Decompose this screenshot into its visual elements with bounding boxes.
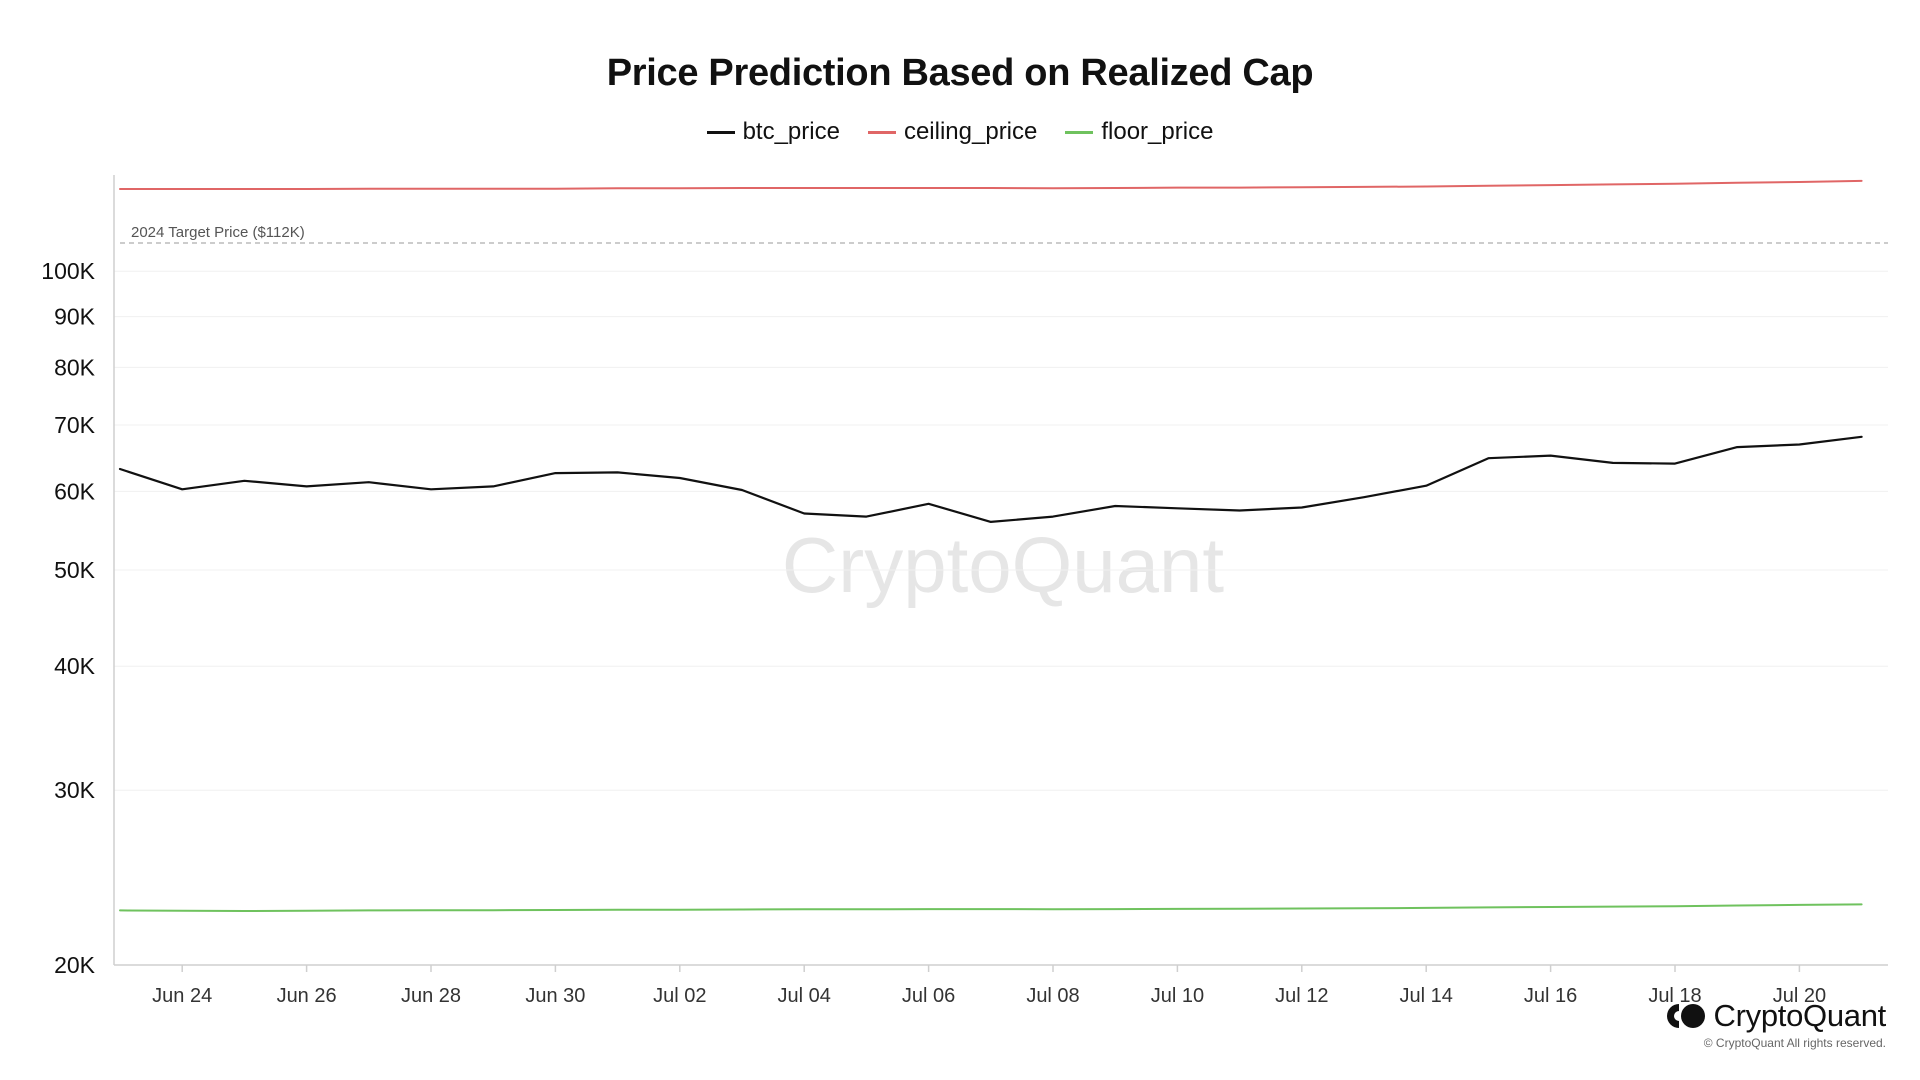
legend: btc_price ceiling_price floor_price (0, 118, 1920, 146)
brand-block: CryptoQuant © CryptoQuant All rights res… (1666, 998, 1886, 1050)
y-tick-label: 50K (54, 557, 96, 583)
series-layer (118, 179, 1863, 912)
reference-layer: 2024 Target Price ($112K) (120, 224, 1888, 244)
legend-item-floor-price[interactable]: floor_price (1065, 118, 1213, 146)
y-tick-label: 80K (54, 354, 96, 380)
x-tick-label: Jun 28 (401, 985, 461, 1007)
x-tick-label: Jul 20 (1773, 985, 1826, 1007)
y-tick-label: 90K (54, 304, 96, 330)
legend-item-ceiling-price[interactable]: ceiling_price (867, 118, 1038, 146)
x-tick-label: Jul 10 (1151, 985, 1204, 1007)
axis-layer: 20K 30K 40K 50K 60K 70K 80K 90K 100K Jun 24 Jun 26… (41, 175, 1888, 1007)
legend-swatch-ceiling-price (867, 130, 896, 134)
y-tick-label: 40K (54, 653, 96, 679)
legend-label-btc-price: btc_price (742, 118, 840, 145)
x-tick-label: Jul 06 (902, 985, 955, 1007)
series-line-floor-price (119, 903, 1863, 912)
y-tick-label: 60K (54, 478, 96, 504)
x-tick-label: Jul 14 (1400, 985, 1453, 1007)
x-tick-label: Jul 16 (1524, 985, 1577, 1007)
x-tick-label: Jun 24 (152, 985, 212, 1007)
y-tick-label: 20K (54, 952, 96, 978)
target-price-label: 2024 Target Price ($112K) (131, 224, 305, 241)
x-tick-label: Jun 30 (525, 985, 585, 1007)
cryptoquant-logo-icon (1666, 1004, 1705, 1028)
x-tick-label: Jul 12 (1275, 985, 1328, 1007)
legend-swatch-btc-price (706, 130, 735, 134)
legend-item-btc-price[interactable]: btc_price (706, 118, 840, 146)
series-line-btc-price (118, 435, 1863, 524)
x-tick-label: Jun 26 (277, 985, 337, 1007)
x-tick-label: Jul 08 (1026, 985, 1079, 1007)
watermark: CryptoQuant (782, 521, 1225, 609)
chart-title: Price Prediction Based on Realized Cap (606, 52, 1314, 94)
grid-layer (114, 270, 1888, 791)
y-tick-label: 30K (54, 777, 96, 803)
legend-label-ceiling-price: ceiling_price (903, 118, 1038, 145)
brand-name: CryptoQuant (1713, 998, 1887, 1033)
y-tick-label: 100K (41, 258, 95, 284)
x-tick-label: Jul 02 (653, 985, 706, 1007)
x-tick-label: Jul 04 (778, 985, 831, 1007)
x-tick-label: Jul 18 (1648, 985, 1701, 1007)
series-line-ceiling-price (119, 179, 1863, 190)
y-tick-label: 70K (54, 412, 96, 438)
copyright-text: © CryptoQuant All rights reserved. (1703, 1036, 1886, 1050)
legend-label-floor-price: floor_price (1101, 118, 1214, 145)
legend-swatch-floor-price (1065, 130, 1094, 134)
